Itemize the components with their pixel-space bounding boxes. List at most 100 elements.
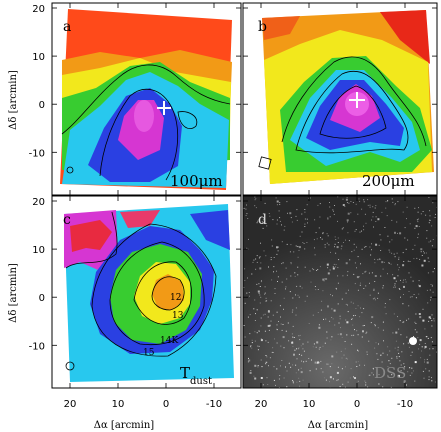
dss-star	[419, 339, 422, 342]
dss-star	[429, 215, 431, 217]
dss-star	[302, 379, 304, 381]
dss-star	[400, 370, 402, 372]
dss-star	[274, 338, 275, 340]
dss-star	[432, 348, 434, 350]
dss-star	[254, 199, 256, 201]
dss-star	[337, 196, 339, 198]
dss-star	[364, 380, 366, 382]
dss-star	[283, 347, 285, 349]
dss-star	[357, 380, 359, 382]
dss-star	[371, 243, 372, 245]
dss-star	[258, 330, 260, 332]
dss-star	[308, 197, 309, 199]
dss-star	[266, 356, 268, 358]
dss-star	[354, 262, 356, 264]
dss-star	[371, 272, 373, 274]
dss-star	[318, 362, 320, 364]
dss-star	[365, 222, 367, 224]
dss-star	[283, 297, 285, 299]
dss-star	[300, 371, 303, 374]
panel-c-contour-label-15: 15	[143, 348, 155, 358]
dss-star	[373, 289, 375, 291]
dss-star	[406, 206, 408, 208]
dss-star	[326, 242, 328, 244]
dss-star	[414, 329, 416, 331]
dss-star	[336, 371, 339, 374]
dss-star	[417, 237, 419, 239]
dss-star	[255, 198, 257, 200]
dss-star	[254, 377, 257, 380]
dss-star	[406, 319, 407, 321]
dss-star	[270, 257, 272, 258]
dss-star	[389, 363, 391, 365]
dss-star	[317, 312, 319, 313]
dss-star	[387, 346, 389, 348]
dss-star	[329, 202, 330, 203]
dss-star	[265, 255, 267, 257]
dss-star	[398, 258, 400, 260]
dss-star	[331, 363, 333, 365]
dss-star	[319, 216, 321, 218]
dss-star	[346, 202, 348, 204]
dss-star	[332, 378, 334, 380]
dss-star	[261, 280, 262, 281]
dss-star	[262, 314, 264, 316]
dss-star	[341, 336, 343, 338]
dss-star	[298, 249, 300, 251]
dss-star	[373, 288, 375, 290]
dss-star	[301, 213, 303, 215]
dss-star	[257, 290, 260, 293]
dss-star	[394, 256, 396, 258]
dss-star	[357, 289, 359, 291]
dss-star	[429, 348, 431, 350]
dss-star	[334, 205, 335, 206]
dss-star	[262, 227, 264, 229]
dss-star	[391, 252, 393, 254]
dss-star	[426, 361, 429, 364]
dss-star	[431, 320, 433, 322]
panel-c-contour-label-12: 12	[170, 293, 181, 303]
dss-star	[326, 363, 328, 365]
dss-star	[276, 342, 278, 344]
panel-b-peak-cross	[349, 92, 365, 108]
dss-star	[282, 336, 285, 339]
dss-star	[269, 357, 271, 359]
dss-star	[305, 360, 307, 362]
dss-star	[246, 204, 247, 206]
dss-star	[433, 318, 435, 320]
x-tick-label-right-1: 10	[303, 399, 316, 410]
dss-star	[270, 259, 272, 261]
dss-star	[373, 374, 374, 376]
dss-star	[273, 379, 275, 381]
dss-star	[382, 352, 384, 354]
dss-star	[290, 262, 292, 264]
dss-star	[335, 287, 337, 289]
dss-star	[362, 273, 364, 275]
dss-star	[327, 217, 329, 219]
dss-star	[277, 281, 278, 282]
dss-star	[408, 305, 410, 307]
dss-star	[346, 358, 348, 360]
dss-star	[324, 377, 326, 379]
dss-star	[297, 274, 299, 276]
dss-star	[286, 370, 288, 372]
dss-star	[265, 300, 267, 302]
dss-star	[359, 364, 361, 366]
dss-star	[358, 198, 360, 200]
dss-star	[314, 254, 316, 256]
dss-star	[353, 376, 354, 378]
dss-star	[351, 251, 353, 253]
dss-star	[382, 386, 384, 388]
dss-star	[341, 298, 343, 300]
dss-star	[346, 334, 348, 336]
dss-star	[419, 258, 421, 260]
dss-star	[390, 263, 392, 265]
dss-star	[277, 250, 279, 252]
dss-star	[250, 370, 252, 372]
dss-star	[374, 324, 376, 325]
dss-star	[294, 272, 296, 274]
y-tick-label-top-2: 0	[39, 100, 45, 111]
dss-star	[398, 374, 400, 377]
dss-star	[407, 239, 409, 241]
dss-star	[358, 276, 360, 278]
